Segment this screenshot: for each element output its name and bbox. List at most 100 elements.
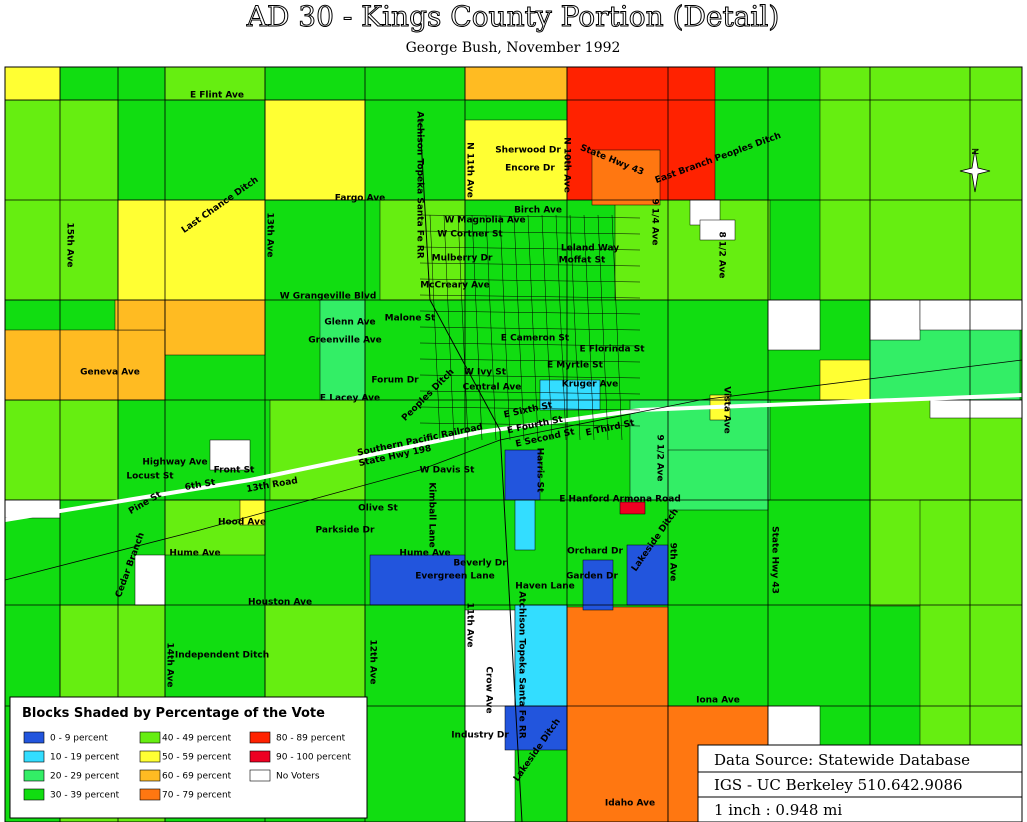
street-label: Haven Lane [515,582,574,592]
legend-swatch [139,750,161,763]
legend-title: Blocks Shaded by Percentage of the Vote [22,706,325,721]
street-label: Greenville Ave [308,336,381,346]
street-label: E Flint Ave [190,91,244,101]
street-label: Iona Ave [696,696,740,706]
street-label: 13th Ave [265,213,275,258]
town-street [471,214,483,441]
street-labels: E Flint Ave Atchison Topeka Santa Fe RR N … [65,91,783,809]
legend-label: 70 - 79 percent [162,791,232,801]
street-label: Sherwood Dr [495,146,561,156]
highway [4,393,1023,522]
town-street [527,214,539,441]
legend-swatch [249,769,271,782]
block [114,299,166,331]
street-label: Idaho Ave [605,799,655,809]
block [4,399,119,501]
map-subtitle: George Bush, November 1992 [406,40,621,56]
block [264,99,366,201]
legend-swatch [139,731,161,744]
street-label: Atchison Topeka Santa Fe RR [517,591,527,738]
street-label: 9 1/2 Ave [655,435,665,482]
street-label: W Davis St [420,466,476,476]
town-street [419,246,641,251]
street-label: Industry Dr [451,731,509,741]
block [582,559,614,611]
street-label: Orchard Dr [567,547,623,557]
street-label: E Cameron St [501,334,570,344]
street-label: Moffat St [559,256,606,266]
legend-label: 10 - 19 percent [50,753,120,763]
source-text: IGS - UC Berkeley 510.642.9086 [714,776,963,794]
street-label: Encore Dr [505,164,555,174]
street-label: Mulberry Dr [432,254,493,264]
compass-star [959,149,991,193]
block [591,149,661,206]
street-label: W Ivy St [464,368,507,378]
street-label: E Florinda St [579,345,645,355]
town-street [419,278,641,283]
legend-swatch [139,769,161,782]
town-street [611,214,623,441]
street-label: Hood Ave [218,518,266,528]
street-label: W Magnolia Ave [444,216,525,226]
town-street [555,214,567,441]
street-label: Geneva Ave [80,368,140,378]
block [514,604,568,707]
railroad [419,119,523,822]
map-title: AD 30 - Kings County Portion (Detail) [246,0,780,33]
town-street [513,214,525,441]
legend-swatch [23,750,45,763]
block [514,499,536,551]
block [566,606,669,822]
street-label: Houston Ave [248,598,312,608]
block [504,705,568,751]
town-street [485,214,497,441]
block [4,66,61,101]
town-street [419,390,641,395]
street-label: Garden Dr [566,572,618,582]
street-label: E Myrtle St [547,361,604,371]
block [819,66,1023,301]
legend-label: 60 - 69 percent [162,772,232,782]
block [626,544,669,606]
street-label: Evergreen Lane [415,572,495,582]
block [209,439,251,471]
block [619,501,646,515]
town-street [419,294,641,299]
block [264,604,366,706]
legend-label: 20 - 29 percent [50,772,120,782]
legend-label: 0 - 9 percent [50,734,108,744]
street-label: Independent Ditch [175,651,269,661]
block [117,199,266,301]
legend-swatch [23,731,45,744]
legend-label: 30 - 39 percent [50,791,120,801]
street-label: N 11th Ave [465,142,475,198]
town-street [419,214,641,219]
source-frame [697,744,1023,822]
street-label: Glenn Ave [324,318,375,328]
legend-swatch [139,788,161,801]
street-label: Leland Way [561,244,619,254]
street-label: 14th Ave [165,643,175,688]
street-label: Birch Ave [514,206,562,216]
street-label: Atchison Topeka Santa Fe RR [415,111,425,258]
map-frame [4,66,1023,822]
compass-label: N [969,148,979,155]
legend-box [9,696,368,819]
town-street [419,358,641,363]
block [767,299,821,351]
block [699,219,736,241]
block [869,299,921,341]
source-box: Data Source: Statewide Database IGS - UC… [697,744,1023,822]
railroad [4,359,1023,581]
street-label: 12th Ave [368,640,378,685]
block [134,554,166,606]
block [464,66,568,101]
street-label: Vista Ave [722,386,732,433]
street-label: Kimball Lane [427,482,437,548]
street-label: 8 1/2 Ave [717,232,727,279]
town-street [429,214,441,441]
scale-text: 1 inch : 0.948 mi [714,801,842,819]
legend: Blocks Shaded by Percentage of the Vote … [9,696,368,819]
